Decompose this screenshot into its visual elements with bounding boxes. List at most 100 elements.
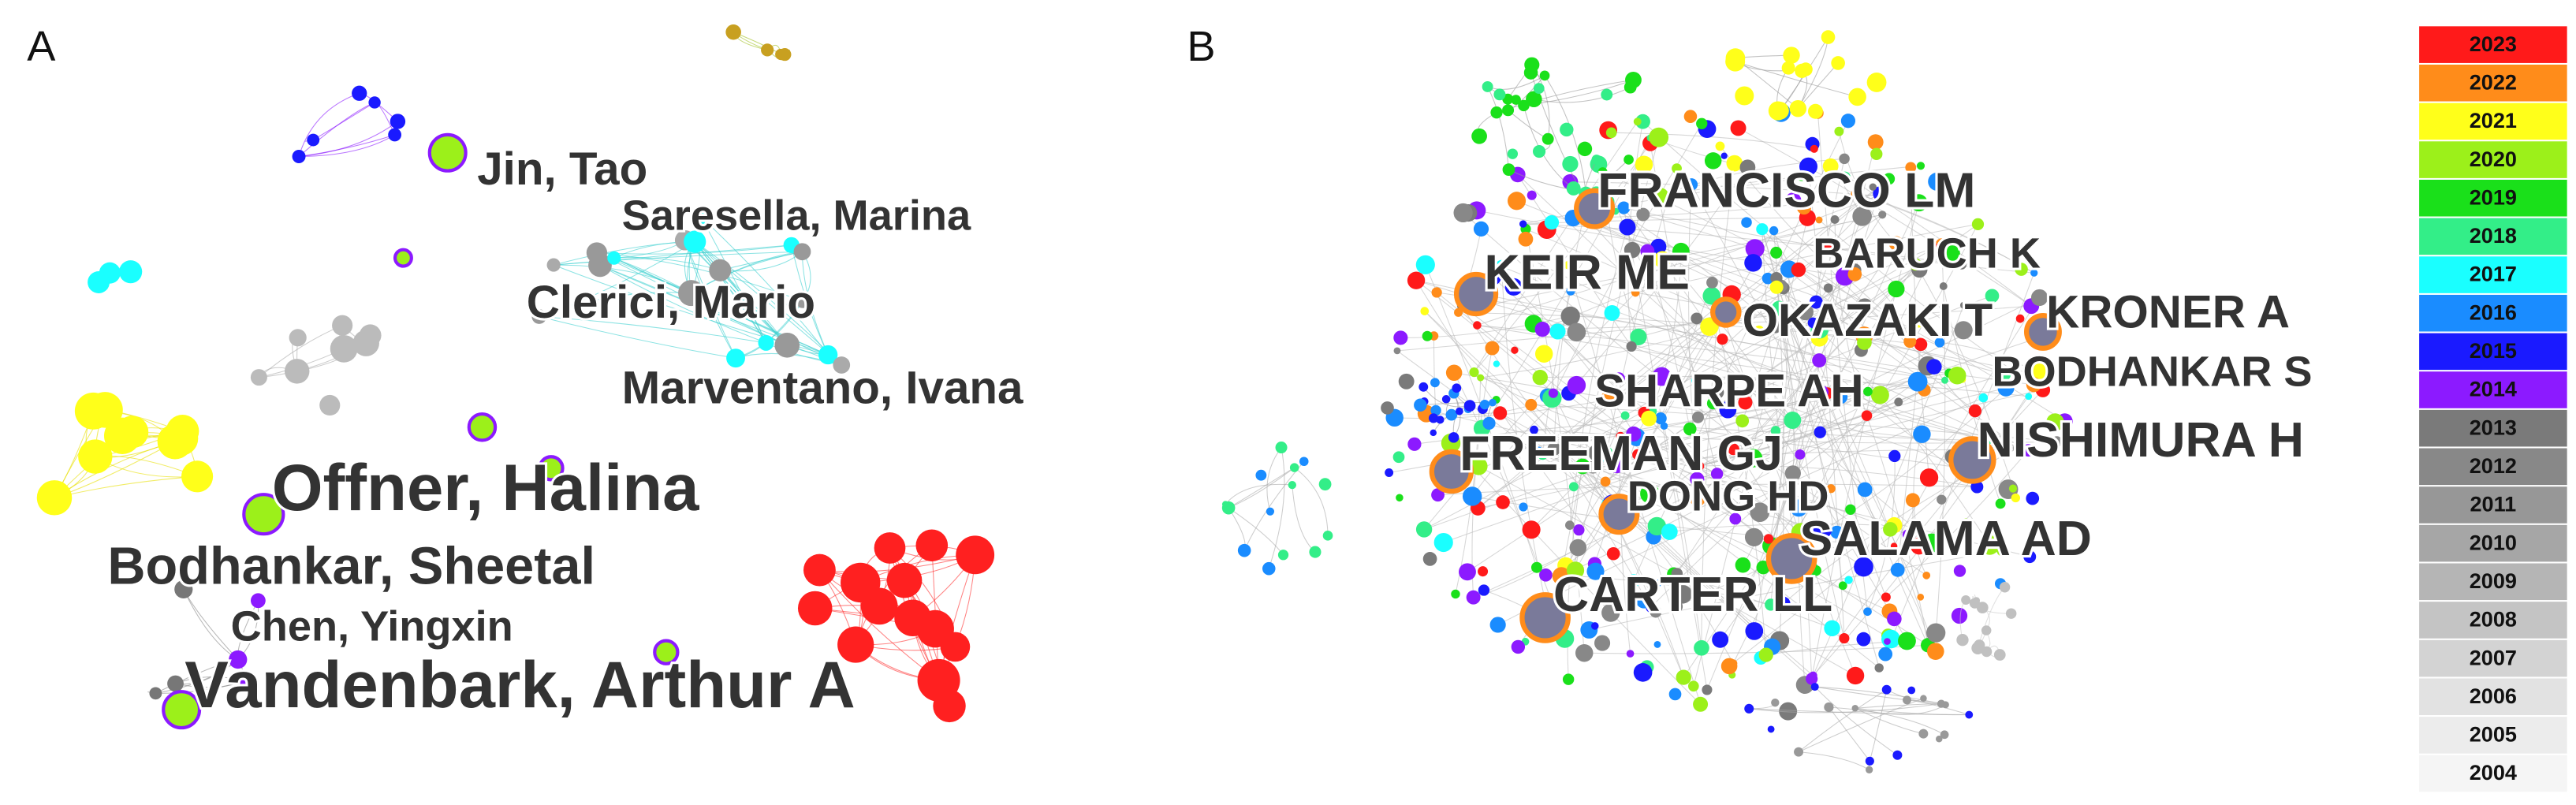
node [1671, 568, 1683, 580]
node [1478, 584, 1490, 596]
legend-year: 2011 [2470, 492, 2516, 516]
edge [1525, 229, 1585, 654]
node [1694, 639, 1709, 656]
node [2026, 491, 2040, 505]
node [653, 639, 680, 665]
node [1969, 598, 1981, 609]
node [1743, 449, 1763, 468]
node [1863, 386, 1873, 397]
node [1463, 400, 1476, 412]
node [1916, 162, 1925, 170]
node-label: Bodhankar, Sheetal [107, 538, 595, 596]
edge [1523, 223, 1963, 266]
node [1892, 750, 1903, 760]
edge [1648, 251, 1682, 419]
node [1564, 261, 1572, 270]
edge [1294, 467, 1329, 536]
node [709, 259, 732, 281]
node [1381, 401, 1394, 415]
node [1779, 702, 1798, 721]
node [1970, 480, 1984, 494]
edge [1855, 193, 2034, 274]
edge [1807, 166, 1845, 639]
node [1612, 372, 1625, 385]
node [546, 258, 561, 272]
edge [1830, 166, 2032, 307]
edge [1700, 244, 1942, 497]
node [1482, 416, 1496, 430]
node [1940, 730, 1949, 740]
node [1511, 346, 1519, 354]
node [1392, 451, 1405, 464]
node-label: FRANCISCO LM [1597, 162, 1975, 218]
node [1851, 188, 1861, 199]
node [1652, 367, 1672, 386]
edge [1584, 644, 1929, 654]
node [427, 132, 468, 173]
node [1799, 157, 1818, 176]
node [87, 392, 123, 428]
node [1797, 304, 1814, 321]
node [1797, 172, 1806, 181]
node [1507, 192, 1527, 211]
node [1511, 95, 1521, 105]
edge [1676, 573, 1832, 629]
node [1518, 231, 1534, 247]
node [250, 369, 267, 386]
node [1726, 155, 1743, 172]
node [1985, 289, 2000, 304]
edge [554, 251, 803, 266]
node [1959, 301, 1967, 309]
node [1691, 375, 1702, 386]
node [1909, 258, 1922, 271]
node [1878, 647, 1893, 662]
node [1441, 395, 1451, 404]
edge [1776, 287, 1813, 680]
edge [1854, 270, 1911, 342]
node [1821, 239, 1836, 255]
node [1830, 214, 1840, 224]
edge [1749, 703, 1942, 714]
edge [1635, 223, 1978, 293]
node [1720, 658, 1738, 675]
node [1530, 561, 1542, 573]
edge [1623, 207, 1708, 691]
node [1607, 454, 1627, 474]
edge [1977, 587, 2005, 649]
node [1997, 367, 2011, 382]
node [1951, 607, 1968, 624]
node [1451, 589, 1460, 599]
node [1965, 710, 1974, 719]
legend-swatch [2419, 524, 2567, 562]
edge [613, 256, 721, 271]
node [793, 243, 811, 261]
node [1833, 389, 1848, 404]
node [1812, 353, 1827, 368]
node [1715, 141, 1725, 151]
node [1888, 280, 1905, 298]
node [1631, 288, 1640, 297]
legend-swatch [2419, 602, 2567, 639]
node [1597, 167, 1608, 177]
edge [1458, 252, 1776, 313]
node [1653, 580, 1661, 587]
node [1914, 337, 1928, 352]
node [1834, 126, 1844, 136]
node-label: SHARPE AH [1594, 365, 1863, 416]
node [1769, 320, 1782, 334]
node [1266, 507, 1275, 516]
node [1524, 254, 1534, 263]
node [2030, 269, 2038, 277]
node-label: Vandenbark, Arthur A [185, 648, 855, 721]
edge [1551, 123, 1702, 399]
node [1415, 255, 1435, 274]
node [1687, 680, 1699, 692]
node [1462, 486, 1482, 506]
node [1844, 576, 1853, 584]
legend-year: 2004 [2470, 760, 2517, 785]
edge [1478, 178, 1890, 509]
node [1620, 411, 1630, 420]
edge [1798, 689, 1887, 753]
node [1650, 606, 1662, 618]
